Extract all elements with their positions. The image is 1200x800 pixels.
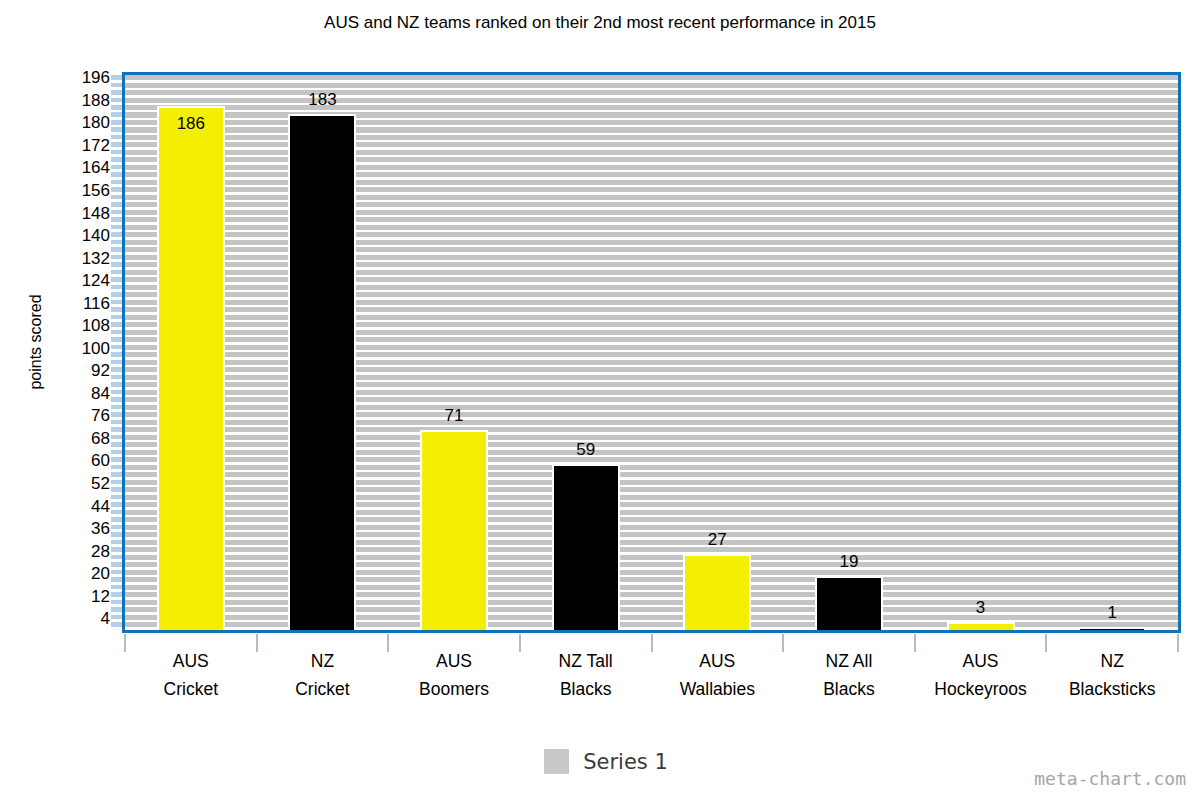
y-tick-label: 180	[50, 113, 110, 132]
y-tick-label: 60	[50, 451, 110, 470]
bar	[683, 554, 751, 630]
y-tick-label: 44	[50, 497, 110, 516]
y-tick-label: 116	[50, 294, 110, 313]
y-tick-label: 84	[50, 384, 110, 403]
y-tick-label: 4	[50, 609, 110, 628]
x-category-label: NZBlacksticks	[1041, 647, 1183, 703]
y-tick-label: 68	[50, 429, 110, 448]
y-tick-label: 156	[50, 181, 110, 200]
legend: Series 1	[0, 749, 1200, 774]
chart-page: AUS and NZ teams ranked on their 2nd mos…	[0, 0, 1200, 800]
y-tick-label: 164	[50, 158, 110, 177]
bar	[420, 430, 488, 630]
bar	[947, 622, 1015, 630]
bar	[815, 576, 883, 630]
bar-value-label: 59	[520, 440, 652, 460]
y-tick-label: 36	[50, 519, 110, 538]
y-tick-label: 140	[50, 226, 110, 245]
y-tick-label: 172	[50, 136, 110, 155]
x-category-label: AUSWallabies	[647, 647, 789, 703]
bar-value-label: 1	[1046, 603, 1178, 623]
x-category-label: NZ AllBlacks	[778, 647, 920, 703]
bar	[288, 114, 356, 630]
y-tick-label: 20	[50, 564, 110, 583]
x-category-label: AUSBoomers	[383, 647, 525, 703]
bar	[552, 464, 620, 630]
bar-value-label: 183	[257, 90, 389, 110]
y-tick-label: 76	[50, 406, 110, 425]
bar	[1078, 627, 1146, 630]
bar	[157, 106, 225, 630]
chart-title: AUS and NZ teams ranked on their 2nd mos…	[0, 13, 1200, 33]
bar-value-label: 71	[388, 406, 520, 426]
x-category-label: AUSCricket	[120, 647, 262, 703]
y-tick-label: 52	[50, 474, 110, 493]
x-category-label: NZCricket	[252, 647, 394, 703]
y-tick-label: 92	[50, 361, 110, 380]
watermark: meta-chart.com	[1034, 768, 1186, 789]
bar-value-label: 186	[125, 114, 257, 134]
y-tick-label: 108	[50, 316, 110, 335]
bar-value-label: 19	[783, 552, 915, 572]
y-tick-label: 28	[50, 542, 110, 561]
y-tick-label: 124	[50, 271, 110, 290]
y-tick-label: 196	[50, 68, 110, 87]
x-category-label: NZ TallBlacks	[515, 647, 657, 703]
bar-value-label: 3	[915, 598, 1047, 618]
y-tick-label: 100	[50, 339, 110, 358]
y-axis-label: points scored	[27, 294, 45, 389]
y-tick-label: 148	[50, 204, 110, 223]
bar-value-label: 27	[652, 530, 784, 550]
legend-label: Series 1	[583, 750, 668, 774]
y-tick-label: 12	[50, 587, 110, 606]
y-minor-ticks	[111, 75, 122, 630]
y-tick-label: 188	[50, 91, 110, 110]
x-category-label: AUSHockeyroos	[910, 647, 1052, 703]
legend-swatch-icon	[544, 749, 569, 774]
y-tick-label: 132	[50, 249, 110, 268]
